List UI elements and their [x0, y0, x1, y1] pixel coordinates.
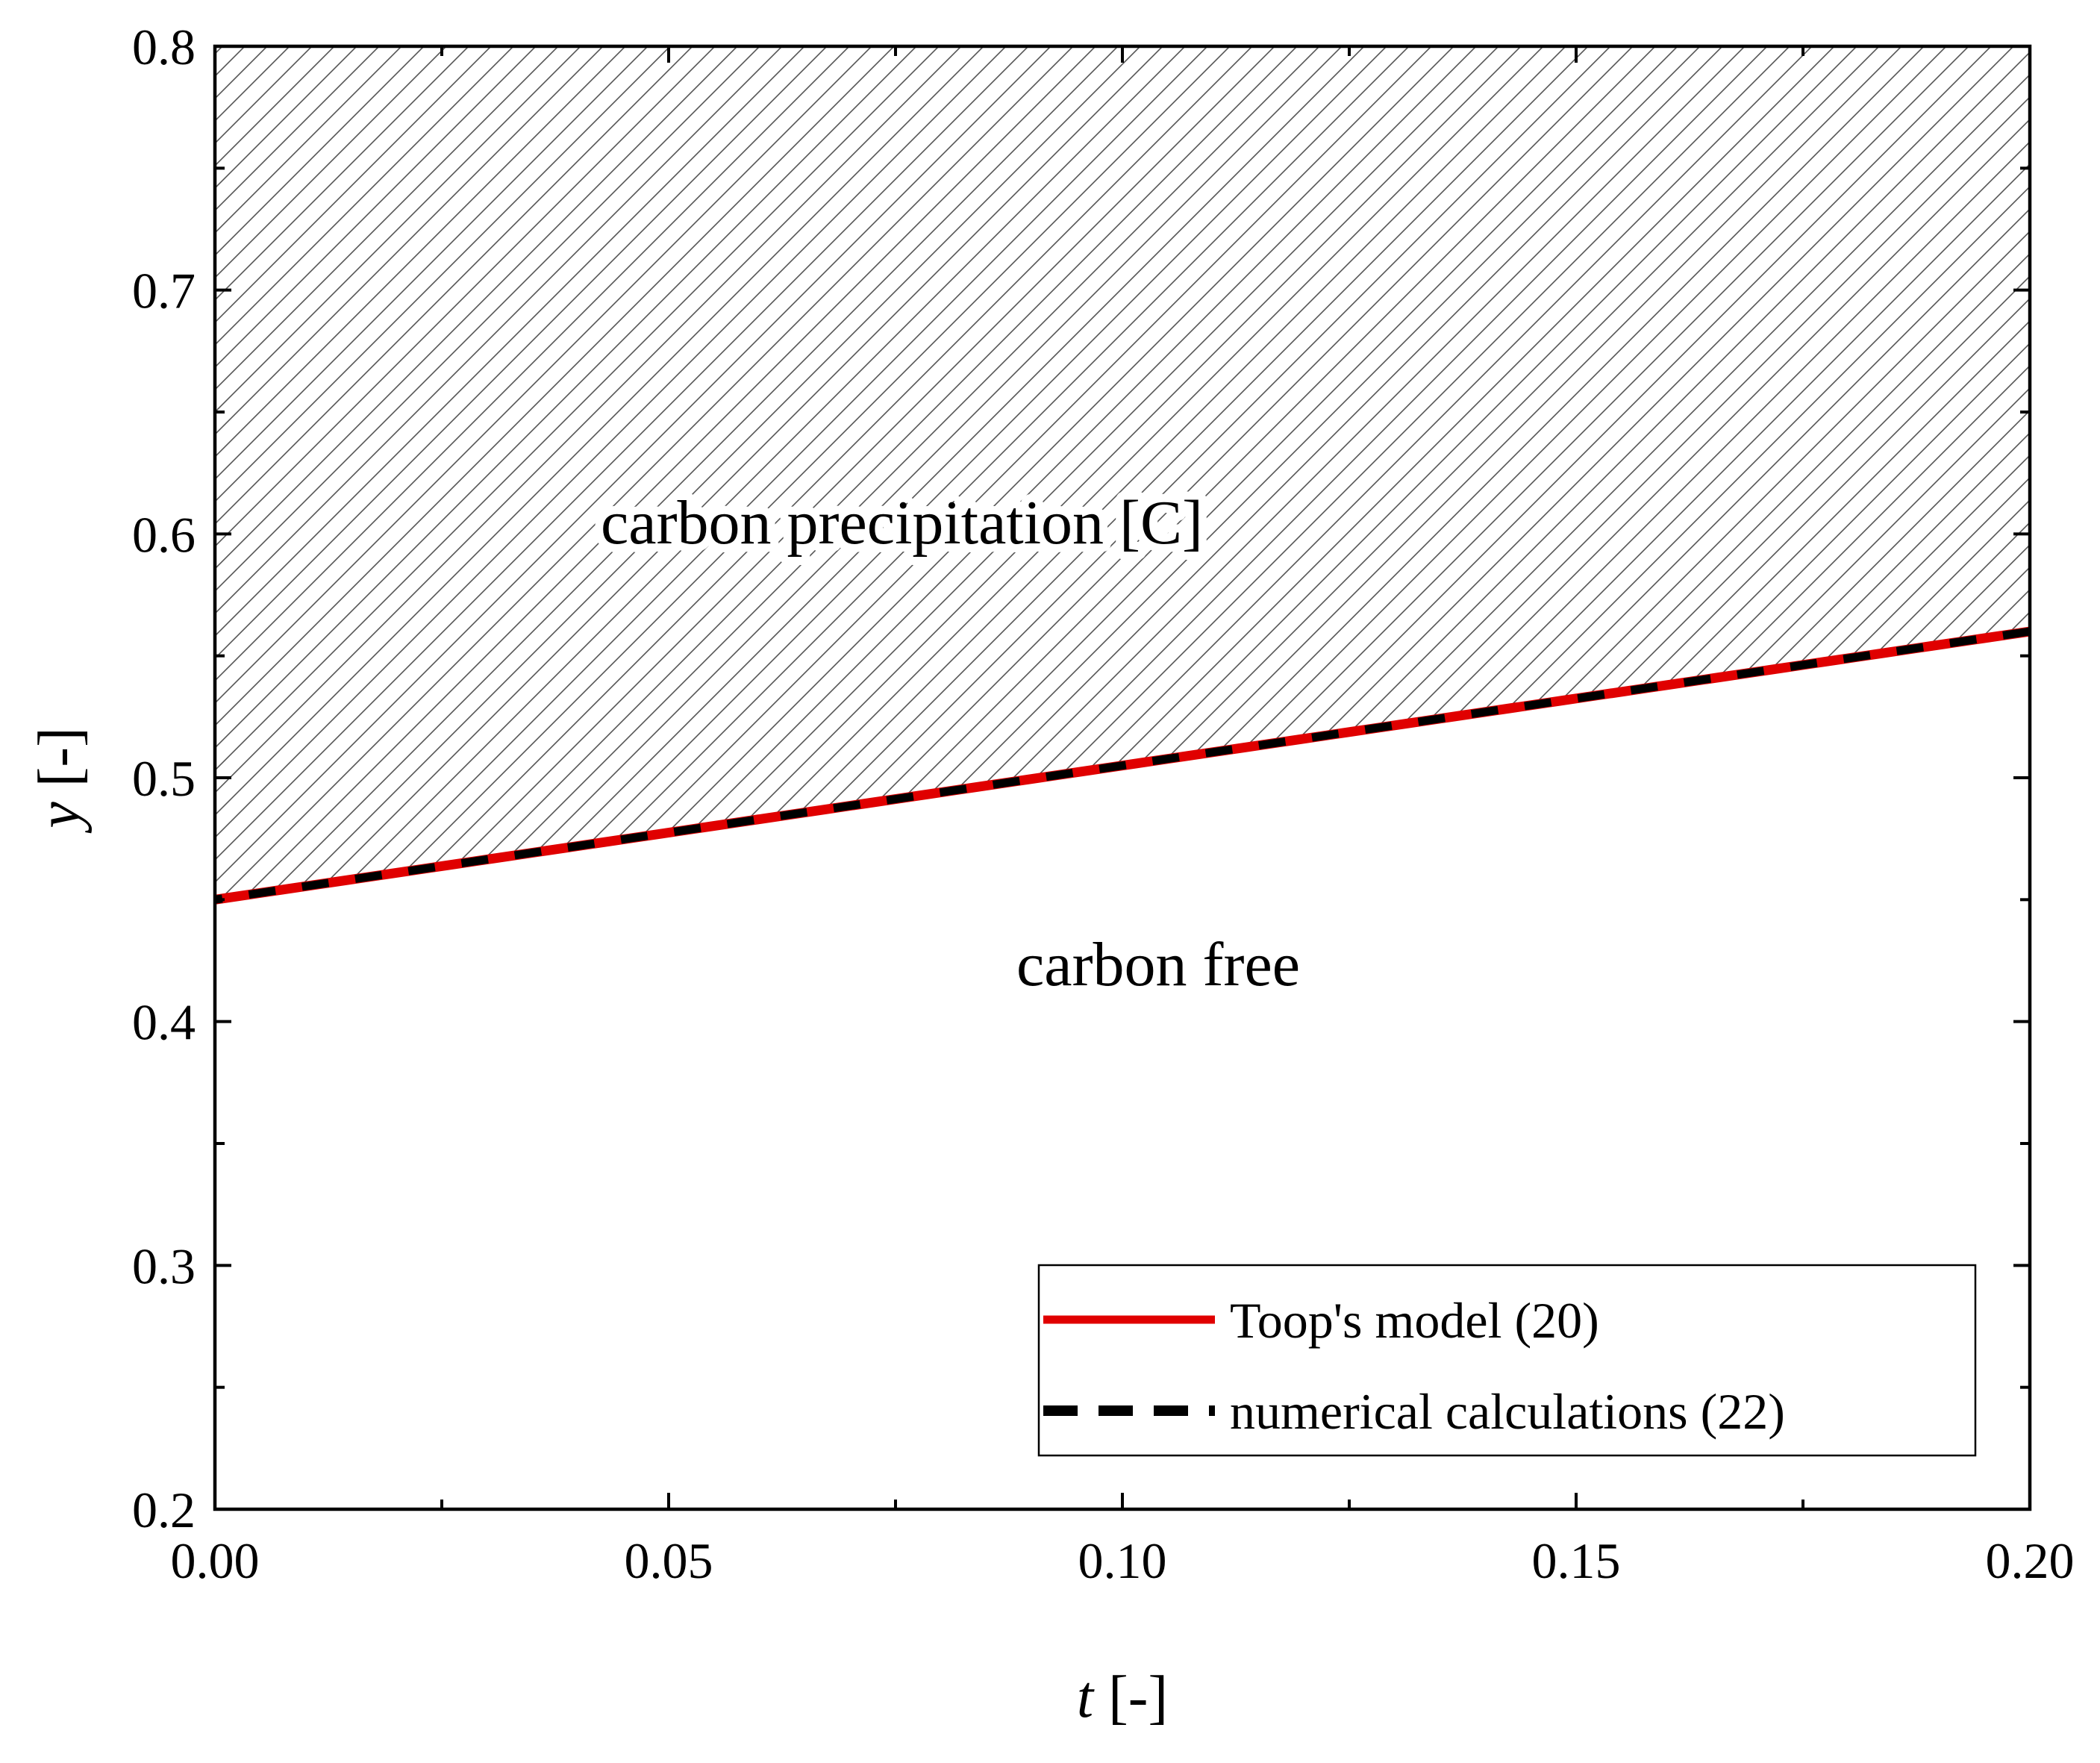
- x-axis-label-variable: t: [1077, 1664, 1095, 1730]
- region-label-carbon-free: carbon free: [1016, 930, 1300, 999]
- legend: Toop's model (20) numerical calculations…: [1037, 1264, 1977, 1457]
- y-tick-label: 0.6: [132, 506, 196, 563]
- series-line-numerical-calculations: [215, 627, 2030, 904]
- x-tick-label: 0.15: [1532, 1532, 1621, 1589]
- y-axis-label-unit: [-]: [27, 727, 93, 787]
- y-axis-label-variable: y: [27, 802, 93, 834]
- y-tick-label: 0.2: [132, 1482, 196, 1538]
- legend-label-numerical-calculations: numerical calculations (22): [1230, 1383, 1785, 1440]
- x-tick-label: 0.05: [625, 1532, 713, 1589]
- y-axis-tick-labels: 0.2 0.3 0.4 0.5 0.6 0.7 0.8: [132, 19, 196, 1538]
- legend-label-toops-model: Toop's model (20): [1230, 1292, 1599, 1349]
- plot-frame: [213, 44, 2032, 1511]
- y-tick-label: 0.4: [132, 994, 196, 1051]
- x-axis-label-unit: [-]: [1108, 1664, 1168, 1730]
- carbon-precipitation-region: [215, 46, 2030, 900]
- x-tick-label: 0.20: [1986, 1532, 2075, 1589]
- x-axis-label: t [-]: [1077, 1664, 1168, 1730]
- x-tick-label: 0.00: [171, 1532, 260, 1589]
- x-tick-label: 0.10: [1078, 1532, 1167, 1589]
- y-axis-label: y [-]: [27, 727, 93, 833]
- region-label-carbon-precipitation: carbon precipitation [C]: [601, 488, 1203, 558]
- legend-box: [1037, 1264, 1977, 1457]
- y-tick-label: 0.3: [132, 1238, 196, 1294]
- y-tick-label: 0.5: [132, 750, 196, 807]
- x-axis-tick-labels: 0.00 0.05 0.10 0.15 0.20: [171, 1532, 2075, 1589]
- y-tick-label: 0.8: [132, 19, 196, 75]
- y-tick-label: 0.7: [132, 263, 196, 319]
- series-layer: [215, 626, 2030, 905]
